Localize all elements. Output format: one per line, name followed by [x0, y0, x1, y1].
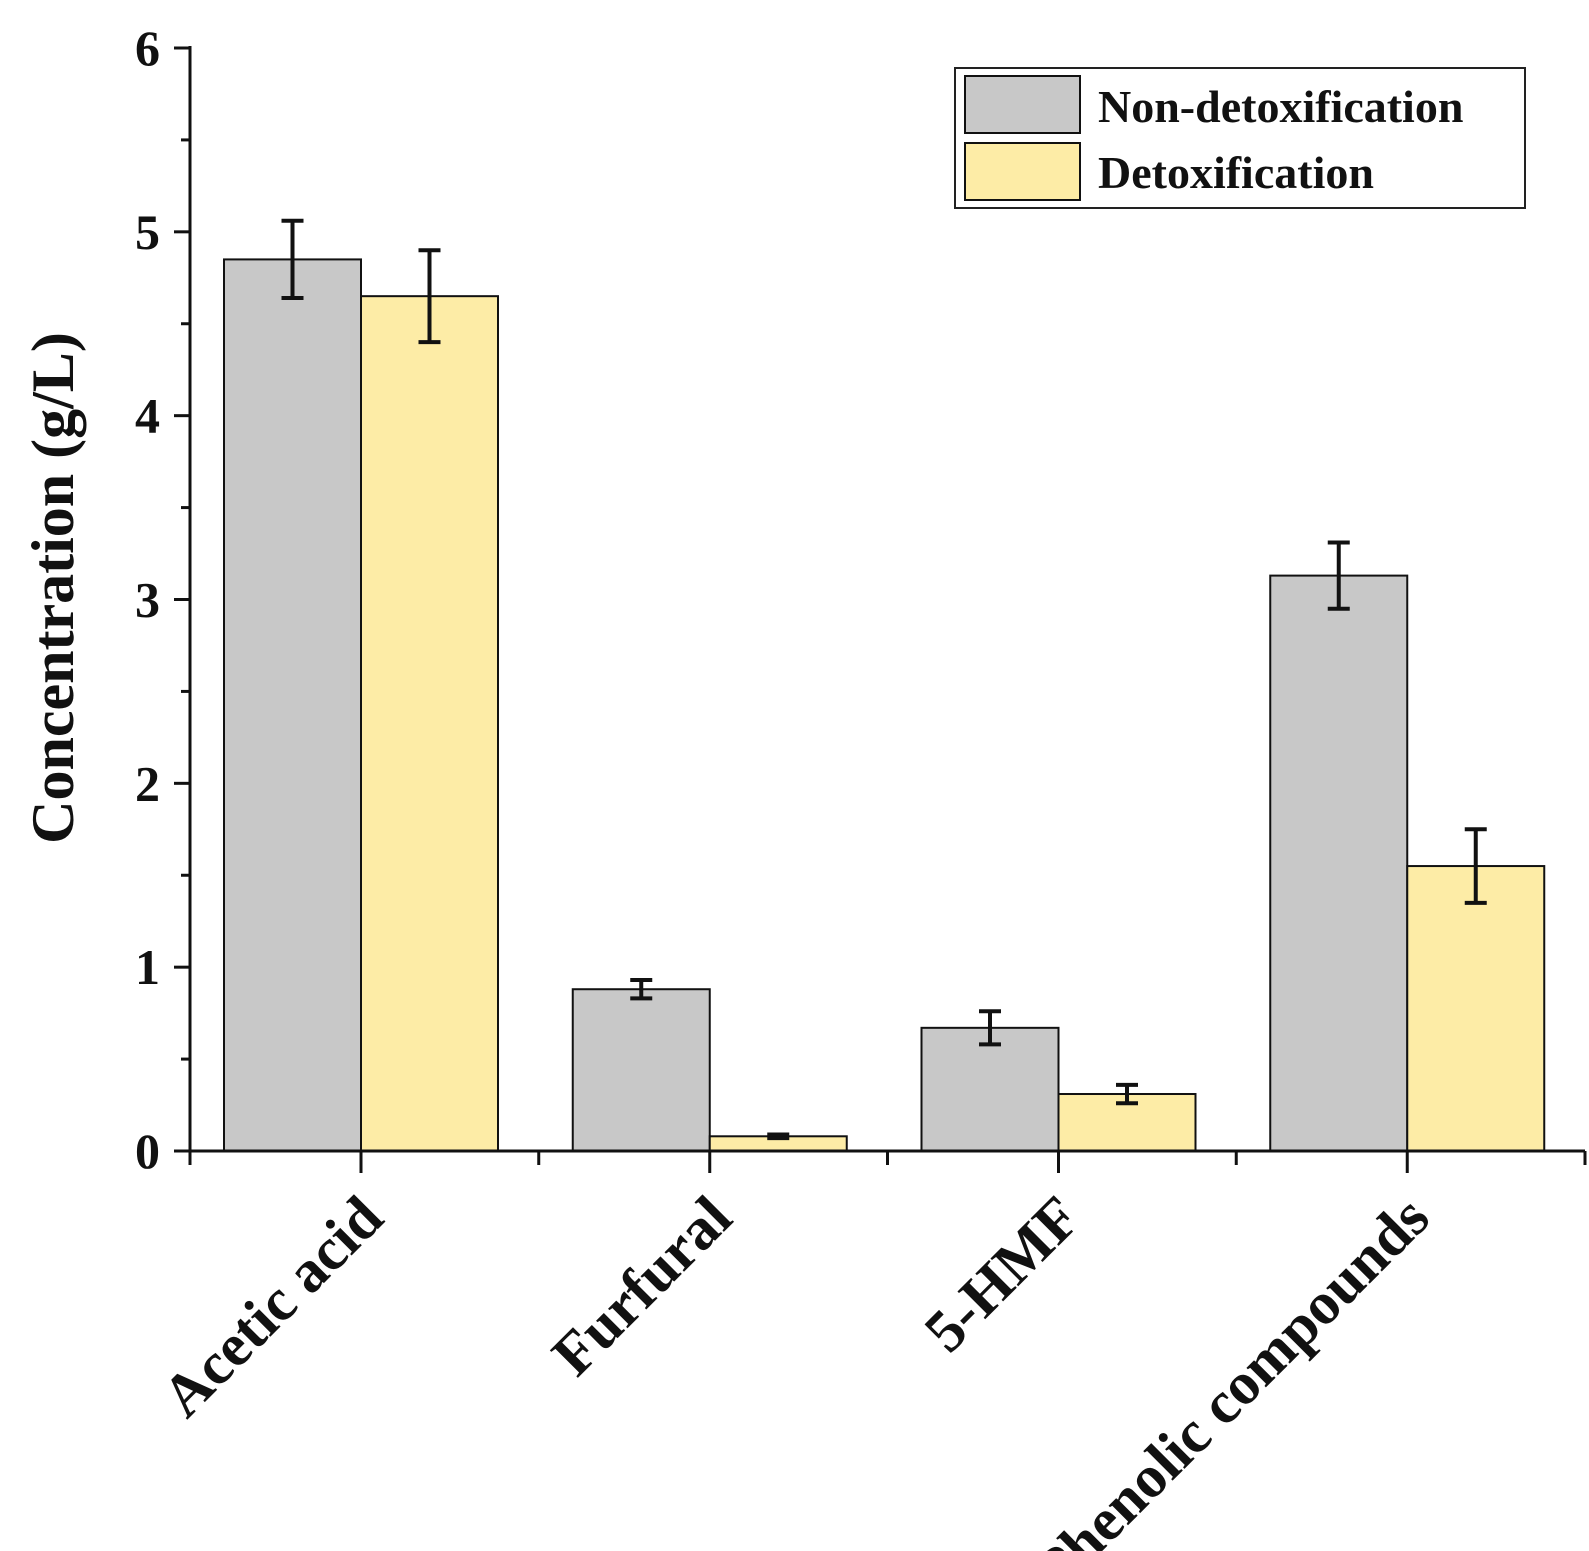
error-bar-5-hmf-detoxification	[1116, 1082, 1138, 1106]
error-bar-phenolic-compounds-non-detoxification	[1327, 540, 1350, 611]
y-tick-label: 3	[135, 572, 160, 628]
error-bars-layer	[281, 218, 1487, 1141]
axes-layer	[174, 46, 1587, 1173]
bar-furfural-non-detoxification	[571, 988, 711, 1153]
bars-layer	[223, 258, 1546, 1153]
legend-label-detoxification: Detoxification	[1098, 147, 1374, 198]
x-tick-label-5-hmf: 5-HMF	[912, 1184, 1093, 1365]
error-bar-acetic-acid-detoxification	[418, 248, 441, 345]
bar-phenolic-compounds-detoxification	[1406, 865, 1546, 1153]
error-bar-acetic-acid-non-detoxification	[281, 218, 304, 301]
legend-label-non-detoxification: Non-detoxification	[1098, 81, 1463, 132]
bar-5-hmf-non-detoxification	[920, 1026, 1060, 1152]
legend-swatch-non-detoxification	[964, 75, 1081, 134]
error-bar-phenolic-compounds-detoxification	[1464, 827, 1487, 905]
bar-phenolic-compounds-non-detoxification	[1269, 574, 1409, 1152]
y-tick-labels: 0 1 2 3 4 5 6	[135, 20, 160, 1179]
y-tick-label: 0	[135, 1123, 160, 1179]
y-tick-label: 4	[135, 388, 160, 444]
error-bar-furfural-detoxification	[767, 1132, 790, 1141]
bar-acetic-acid-non-detoxification	[223, 258, 362, 1152]
legend: Non-detoxification Detoxification	[954, 67, 1526, 209]
y-tick-label: 1	[135, 939, 160, 995]
x-tick-label-furfural: Furfural	[539, 1184, 744, 1389]
error-bar-5-hmf-non-detoxification	[979, 1009, 1001, 1047]
y-tick-label: 5	[135, 204, 160, 260]
error-bar-furfural-non-detoxification	[630, 978, 653, 1001]
x-tick-label-acetic-acid: Acetic acid	[149, 1184, 395, 1430]
bar-acetic-acid-detoxification	[360, 295, 499, 1152]
y-tick-label: 6	[135, 20, 160, 76]
y-axis-title: Concentration (g/L)	[20, 332, 86, 844]
y-tick-label: 2	[135, 755, 160, 811]
legend-swatch-detoxification	[964, 142, 1081, 201]
